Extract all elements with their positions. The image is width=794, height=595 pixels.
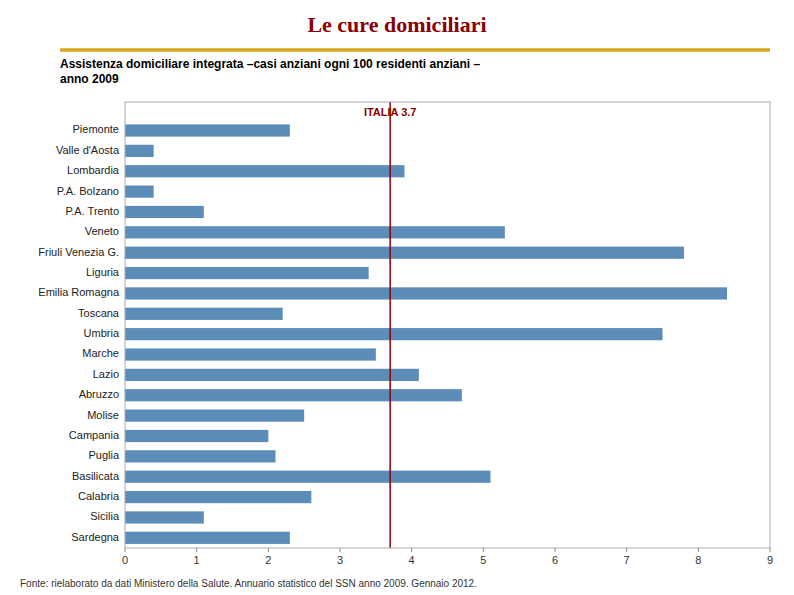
- category-label: P.A. Trento: [65, 205, 119, 217]
- category-label: Sardegna: [71, 531, 120, 543]
- tick-mark: [340, 548, 341, 552]
- category-label: P.A. Bolzano: [57, 185, 119, 197]
- bar: [125, 185, 154, 197]
- category-label: Abruzzo: [79, 388, 119, 400]
- bars: [125, 124, 727, 544]
- separator: [60, 48, 770, 52]
- footer: Fonte: rielaborato da dati Ministero del…: [20, 578, 477, 589]
- bar: [125, 369, 419, 381]
- tick-mark: [411, 548, 412, 552]
- category-label: Lombardia: [67, 164, 120, 176]
- category-label: Umbria: [84, 327, 120, 339]
- bar: [125, 410, 304, 422]
- category-label: Valle d'Aosta: [56, 144, 120, 156]
- tick-label: 3: [337, 554, 343, 566]
- plot-frame: [125, 102, 770, 548]
- tick-label: 7: [624, 554, 630, 566]
- tick-mark: [626, 548, 627, 552]
- tick-mark: [698, 548, 699, 552]
- bar: [125, 226, 505, 238]
- bar: [125, 247, 684, 259]
- tick-mark: [196, 548, 197, 552]
- subtitle: Assistenza domiciliare integrata –casi a…: [60, 57, 480, 86]
- reference-line: [389, 102, 391, 548]
- chart: Le cure domiciliari Assistenza domiciliar…: [0, 0, 794, 595]
- category-label: Puglia: [88, 449, 119, 461]
- bar: [125, 308, 283, 320]
- reference-label: ITALIA 3.7: [364, 106, 417, 118]
- tick-label: 0: [122, 554, 128, 566]
- bar: [125, 145, 154, 157]
- subtitle-line: anno 2009: [60, 72, 119, 86]
- bar: [125, 511, 204, 523]
- tick-label: 2: [265, 554, 271, 566]
- tick-mark: [555, 548, 556, 552]
- tick-label: 8: [695, 554, 701, 566]
- tick-mark: [125, 548, 126, 552]
- category-label: Friuli Venezia G.: [38, 246, 119, 258]
- title: Le cure domiciliari: [307, 12, 486, 37]
- tick-label: 6: [552, 554, 558, 566]
- bar: [125, 348, 376, 360]
- bar: [125, 430, 268, 442]
- category-label: Emilia Romagna: [38, 286, 120, 298]
- bar: [125, 491, 311, 503]
- category-label: Calabria: [78, 490, 120, 502]
- category-label: Sicilia: [90, 510, 120, 522]
- category-label: Lazio: [93, 368, 119, 380]
- category-label: Liguria: [86, 266, 120, 278]
- category-label: Marche: [82, 347, 119, 359]
- tick-label: 9: [767, 554, 773, 566]
- bar: [125, 165, 405, 177]
- tick-label: 4: [409, 554, 415, 566]
- tick-mark: [268, 548, 269, 552]
- bar: [125, 532, 290, 544]
- bar: [125, 124, 290, 136]
- subtitle-line: Assistenza domiciliare integrata –casi a…: [60, 57, 480, 71]
- bar: [125, 389, 462, 401]
- category-label: Molise: [87, 409, 119, 421]
- bar: [125, 450, 276, 462]
- bar: [125, 328, 663, 340]
- category-label: Toscana: [78, 307, 120, 319]
- bar: [125, 471, 491, 483]
- tick-label: 1: [194, 554, 200, 566]
- tick-mark: [770, 548, 771, 552]
- category-label: Basilicata: [72, 470, 120, 482]
- bar: [125, 206, 204, 218]
- bar: [125, 267, 369, 279]
- category-label: Campania: [69, 429, 120, 441]
- bar: [125, 287, 727, 299]
- category-label: Piemonte: [73, 123, 119, 135]
- tick-label: 5: [480, 554, 486, 566]
- tick-mark: [483, 548, 484, 552]
- category-label: Veneto: [85, 225, 119, 237]
